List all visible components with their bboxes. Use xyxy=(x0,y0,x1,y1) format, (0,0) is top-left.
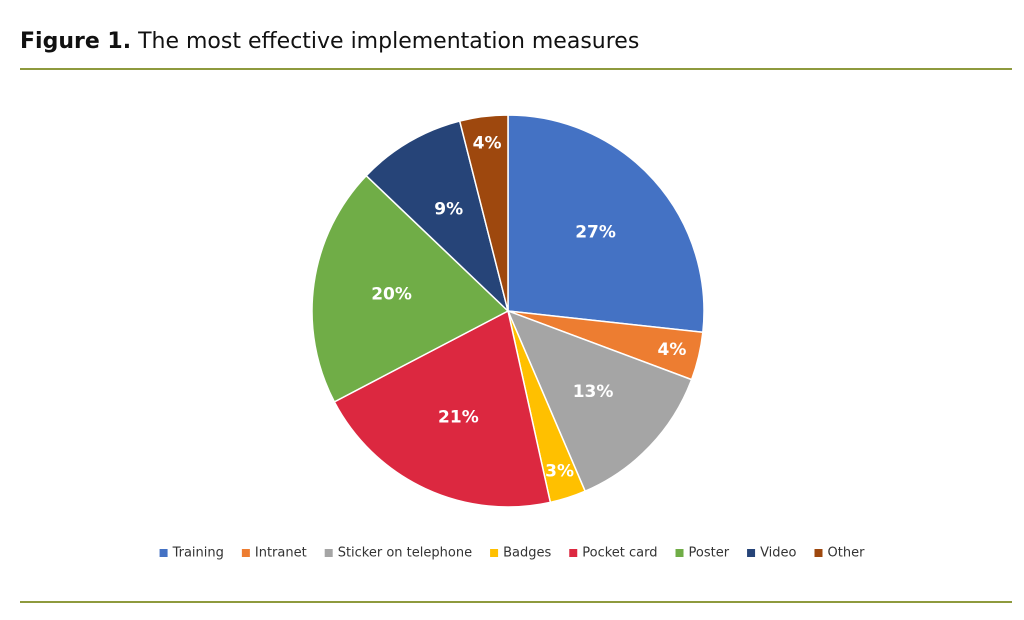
slice xyxy=(506,309,693,493)
legend-item: Other xyxy=(814,546,866,561)
slice-label: 3% xyxy=(545,461,574,481)
chart-title: The most effective implementation measur… xyxy=(137,29,639,54)
figure-label: Figure 1. xyxy=(20,29,131,54)
legend-label: Badges xyxy=(503,546,551,561)
slice-label: 13% xyxy=(573,382,614,402)
legend-item: Pocket card xyxy=(569,546,658,561)
legend-swatch xyxy=(324,549,333,557)
slice-label: 21% xyxy=(438,408,479,428)
slice xyxy=(507,114,705,334)
legend-swatch xyxy=(814,549,823,557)
slice-label: 4% xyxy=(473,134,502,154)
legend: Training Intranet Sticker on telephone Badg… xyxy=(159,546,866,561)
pie: 27% 4% 13% 3% 21% 20% 9% 4% xyxy=(311,114,705,508)
legend-label: Intranet xyxy=(255,546,307,561)
legend-item: Badges xyxy=(490,546,551,561)
legend-swatch xyxy=(675,549,684,557)
legend-label: Other xyxy=(828,546,866,561)
figure-title: Figure 1. The most effective implementat… xyxy=(20,29,639,54)
slice-label: 20% xyxy=(371,285,412,305)
legend-label: Sticker on telephone xyxy=(338,546,472,561)
slice-label: 27% xyxy=(575,222,616,242)
legend-item: Training xyxy=(159,546,224,561)
slice xyxy=(365,120,510,314)
legend-label: Poster xyxy=(689,546,730,561)
slice xyxy=(333,309,552,508)
slice-label: 9% xyxy=(434,199,463,219)
legend-label: Video xyxy=(760,546,796,561)
slice xyxy=(458,114,509,312)
legend-label: Training xyxy=(172,546,224,561)
legend-item: Poster xyxy=(675,546,730,561)
legend-swatch xyxy=(241,549,250,557)
legend-item: Intranet xyxy=(241,546,307,561)
legend-item: Video xyxy=(747,546,797,561)
slice xyxy=(311,174,510,403)
legend-swatch xyxy=(569,549,578,557)
legend-swatch xyxy=(159,549,168,557)
legend-item: Sticker on telephone xyxy=(324,546,472,561)
legend-swatch xyxy=(747,549,756,557)
slice-label: 4% xyxy=(658,340,687,360)
legend-swatch xyxy=(490,549,499,557)
legend-label: Pocket card xyxy=(582,546,657,561)
